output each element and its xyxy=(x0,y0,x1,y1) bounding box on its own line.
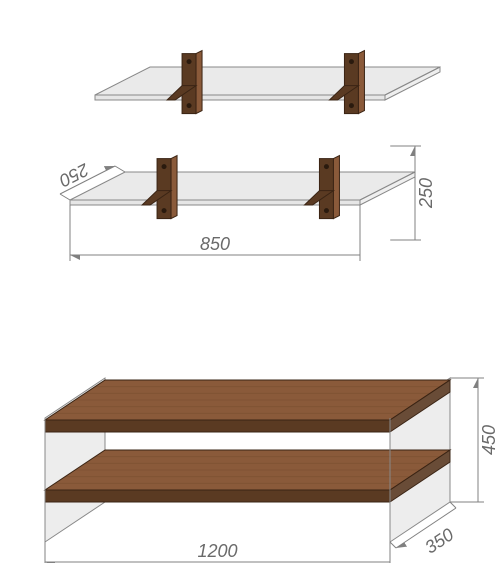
furniture-dimension-drawing: 250 850 250 1200 350 450 xyxy=(0,0,500,563)
svg-text:250: 250 xyxy=(56,159,93,191)
svg-text:350: 350 xyxy=(421,524,457,557)
svg-text:450: 450 xyxy=(479,425,499,455)
svg-text:1200: 1200 xyxy=(197,541,237,561)
svg-text:250: 250 xyxy=(416,178,436,209)
svg-text:850: 850 xyxy=(200,234,230,254)
